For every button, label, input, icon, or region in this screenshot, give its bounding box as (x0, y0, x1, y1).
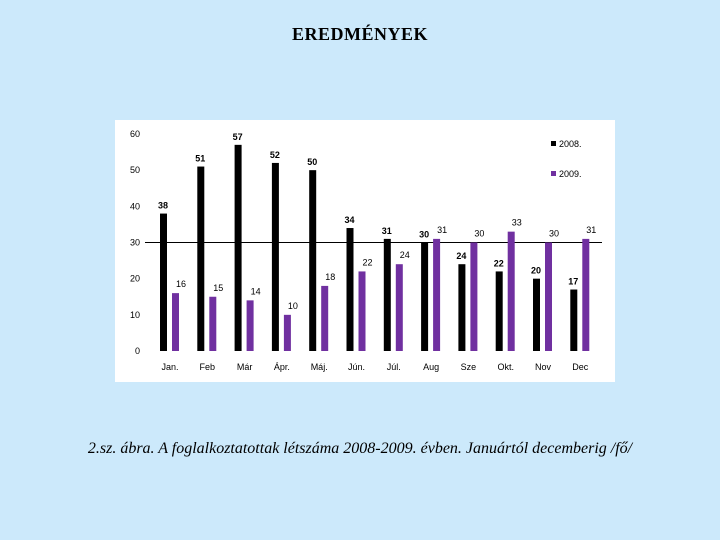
bar-2008 (234, 144, 242, 351)
bar-2009 (321, 285, 329, 351)
data-label-2009: 14 (251, 286, 261, 296)
data-label-2009: 24 (400, 250, 410, 260)
bar-2009 (358, 271, 366, 351)
bar-2008 (570, 289, 578, 351)
bar-2008 (533, 278, 540, 351)
x-tick-label: Aug (423, 362, 439, 372)
bar-2009 (395, 264, 403, 351)
data-label-2008: 52 (270, 150, 280, 160)
x-tick-label: Okt. (497, 362, 514, 372)
data-label-2008: 17 (568, 277, 578, 287)
bar-2009 (172, 293, 179, 351)
bar-2009 (545, 242, 552, 351)
bar-2009 (283, 314, 291, 351)
bar-2008 (421, 242, 429, 351)
data-label-2008: 51 (195, 154, 205, 164)
data-label-2009: 31 (437, 225, 447, 235)
figure-caption: 2.sz. ábra. A foglalkoztatottak létszáma… (87, 440, 633, 457)
bar-2008 (271, 162, 279, 351)
data-label-2009: 30 (549, 229, 559, 239)
legend-label: 2009. (559, 169, 582, 179)
legend-swatch (551, 141, 556, 146)
bar-2009 (209, 296, 217, 351)
x-tick-label: Nov (535, 362, 552, 372)
bar-2008 (458, 264, 466, 351)
bar-2009 (582, 238, 590, 351)
data-label-2009: 30 (474, 229, 484, 239)
data-label-2009: 18 (325, 272, 335, 282)
bar-2009 (246, 300, 254, 351)
data-label-2008: 22 (494, 258, 504, 268)
y-tick-label: 50 (130, 165, 140, 175)
page-title: EREDMÉNYEK (291, 24, 428, 44)
data-label-2008: 34 (344, 215, 354, 225)
bar-2009 (433, 238, 441, 351)
x-tick-label: Már (237, 362, 253, 372)
bar-2008 (346, 228, 354, 351)
bar-2008 (197, 166, 205, 351)
y-tick-label: 10 (130, 310, 140, 320)
data-label-2009: 16 (176, 279, 186, 289)
x-tick-label: Jún. (348, 362, 365, 372)
data-label-2008: 31 (382, 226, 392, 236)
data-label-2009: 33 (512, 218, 522, 228)
bar-2008 (495, 271, 503, 351)
x-tick-label: Ápr. (274, 362, 290, 372)
y-tick-label: 40 (130, 201, 140, 211)
data-label-2008: 30 (419, 230, 429, 240)
data-label-2008: 24 (456, 251, 466, 261)
y-tick-label: 30 (130, 238, 140, 248)
bar-2008 (160, 213, 167, 351)
x-tick-label: Dec (572, 362, 589, 372)
data-label-2008: 20 (531, 266, 541, 276)
data-label-2009: 10 (288, 301, 298, 311)
data-label-2008: 57 (233, 132, 243, 142)
y-tick-label: 0 (135, 346, 140, 356)
x-tick-label: Feb (200, 362, 216, 372)
data-label-2009: 22 (362, 257, 372, 267)
x-tick-label: Sze (461, 362, 477, 372)
y-tick-label: 60 (130, 129, 140, 139)
bar-2009 (507, 231, 515, 351)
bar-2009 (470, 242, 478, 351)
x-tick-label: Jan. (161, 362, 178, 372)
x-tick-label: Máj. (311, 362, 328, 372)
data-label-2008: 50 (307, 157, 317, 167)
x-tick-label: Júl. (387, 362, 401, 372)
y-tick-label: 20 (130, 274, 140, 284)
legend-label: 2008. (559, 139, 582, 149)
data-label-2008: 38 (158, 201, 168, 211)
bar-2008 (309, 170, 317, 351)
bar-2008 (383, 238, 391, 351)
data-label-2009: 15 (213, 283, 223, 293)
data-label-2009: 31 (586, 225, 596, 235)
legend-swatch (551, 171, 556, 176)
